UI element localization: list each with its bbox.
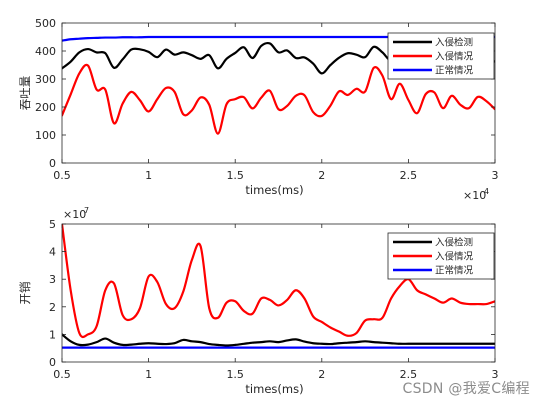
series-line-1 [62,333,495,347]
x-tick-label: 2 [318,368,325,381]
x-tick-label: 2.5 [400,368,418,381]
y-tick-label: 400 [35,45,56,58]
y-tick-label: 2 [49,301,56,314]
axes-box [61,22,496,164]
x-tick-label: 0.5 [53,368,71,381]
y-tick-label: 0 [49,157,56,170]
x-tick-label: 3 [492,368,499,381]
legend-entry-1: 入侵检测 [435,237,473,249]
y-tick-label: 4 [49,246,56,259]
legend-entry-1: 入侵检测 [435,37,473,49]
y-multiplier-label: ×10 [63,208,86,221]
x-tick-label: 1.5 [226,169,244,182]
series-line-2 [62,63,495,135]
x-tick-label: 1 [145,368,152,381]
x-tick-label: 0.5 [53,169,71,182]
y-multiplier-power: 7 [84,206,89,215]
legend-entry-3: 正常情况 [435,265,474,277]
y-axis-label: 开销 [18,282,32,305]
x-tick-label: 1 [145,169,152,182]
y-tick-label: 200 [35,101,56,114]
y-tick-label: 1 [49,328,56,341]
chart-panel-1: 0.5 1 1.5 2 2.5 3 0 100 200 300 400 500 times(ms) 吞吐量… [18,17,499,202]
legend-entry-3: 正常情况 [435,65,474,77]
x-exponent-label: ×10 [463,189,486,202]
x-tick-label: 3 [492,169,499,182]
x-axis-label: times(ms) [245,183,303,197]
y-axis-label: 吞吐量 [18,76,32,111]
x-tick-label: 2.5 [400,169,418,182]
y-tick-label: 500 [35,17,56,30]
x-tick-label: 2 [318,169,325,182]
watermark: CSDN @我爱C编程 [402,381,530,397]
chart-panel-2: 0.5 1 1.5 2 2.5 3 0 1 2 3 4 5 times(ms) 开销 ×107 入侵检测入侵情… [18,206,499,396]
series-line-2 [62,224,495,339]
legend-entry-2: 入侵情况 [435,51,474,63]
y-tick-label: 100 [35,129,56,142]
y-tick-label: 3 [49,273,56,286]
y-tick-label: 300 [35,73,56,86]
x-exponent-power: 4 [484,187,489,196]
axes-box [61,223,496,363]
legend-entry-2: 入侵情况 [435,251,474,263]
x-axis-label: times(ms) [245,382,303,396]
x-tick-label: 1.5 [226,368,244,381]
y-tick-label: 0 [49,356,56,369]
y-tick-label: 5 [49,218,56,231]
